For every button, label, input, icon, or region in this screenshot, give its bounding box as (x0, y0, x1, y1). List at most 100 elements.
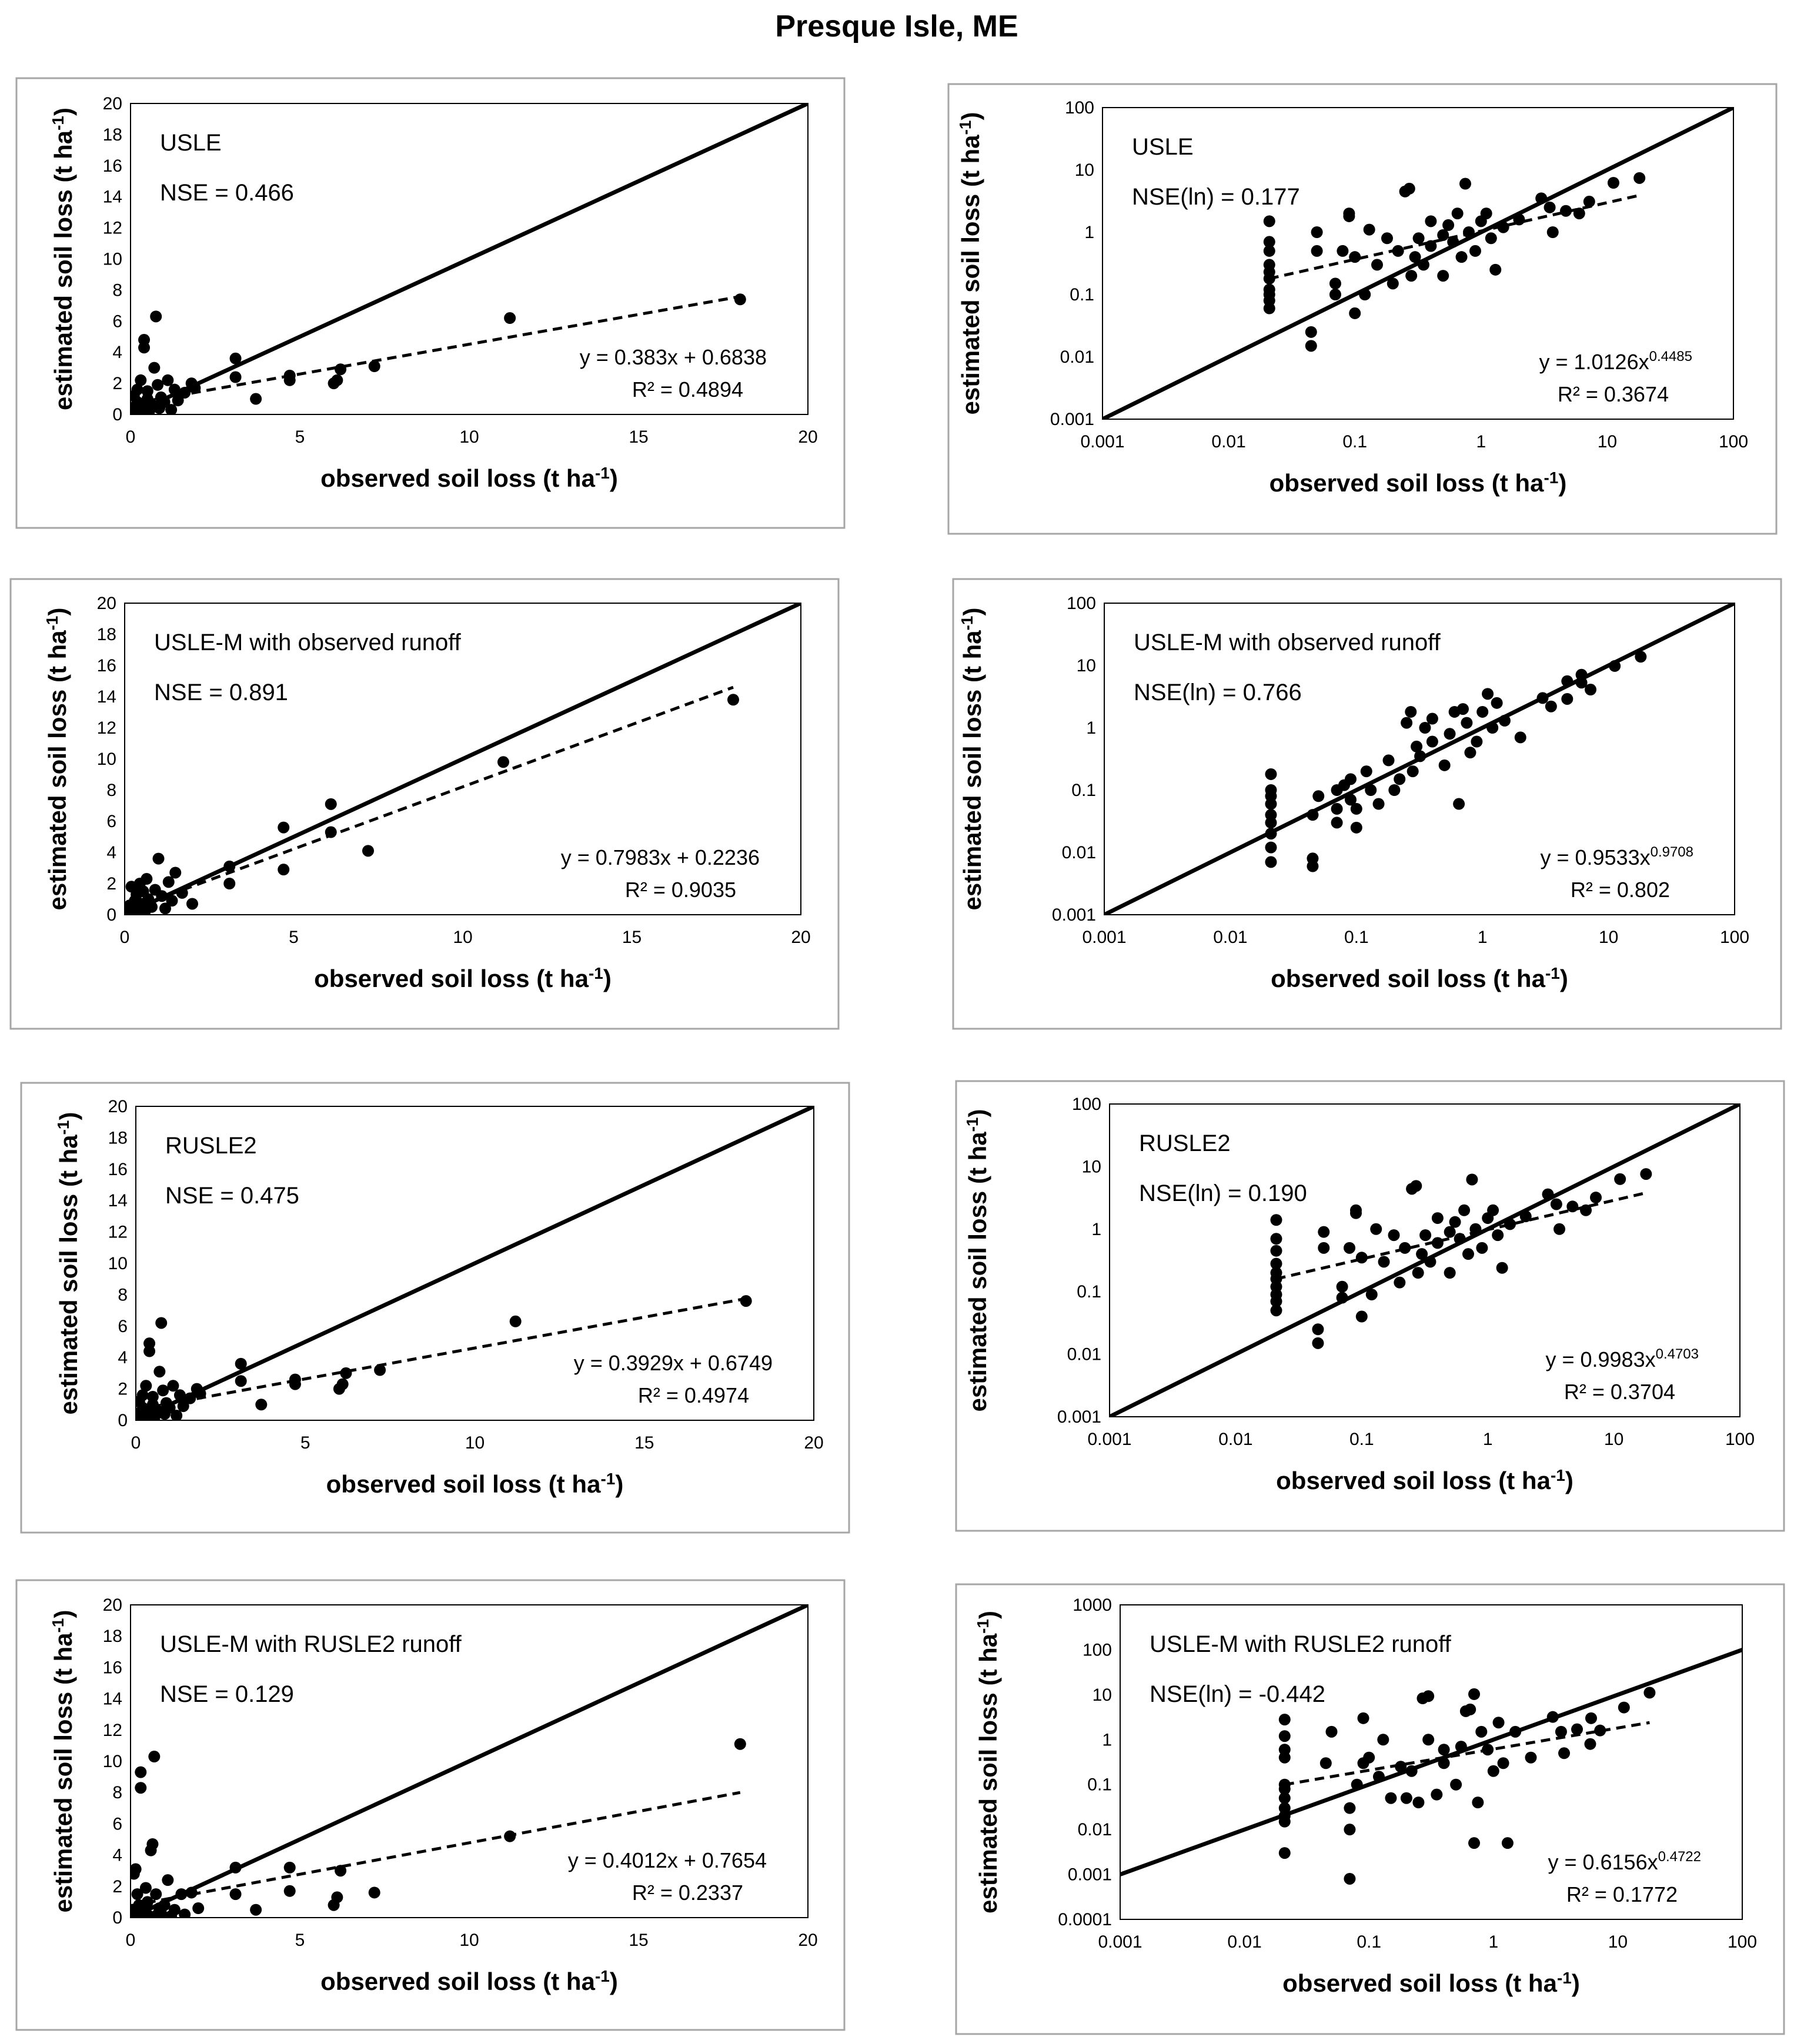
y-axis-title: estimated soil loss (t ha-1) (43, 607, 71, 910)
x-tick-label: 20 (804, 1433, 823, 1453)
data-point (1485, 232, 1497, 245)
data-point (1482, 688, 1494, 700)
data-point (1336, 1292, 1348, 1304)
equation-label: y = 0.383x + 0.6838 (580, 345, 767, 369)
plot-area (1109, 1103, 1740, 1417)
data-point (1412, 1797, 1425, 1809)
data-point (1278, 1744, 1291, 1756)
data-point (504, 1830, 516, 1842)
data-point (1318, 1242, 1330, 1254)
data-point (1480, 208, 1492, 220)
data-point (1643, 1687, 1656, 1699)
data-point (325, 826, 337, 838)
data-point (1425, 215, 1437, 228)
data-point (1372, 798, 1385, 810)
data-point (1426, 712, 1438, 725)
data-point (1555, 1725, 1567, 1738)
y-tick-label: 6 (118, 1317, 128, 1336)
data-point (140, 1380, 152, 1392)
plot-area (124, 603, 801, 915)
data-point (1331, 802, 1343, 815)
trendline (131, 1791, 741, 1907)
y-tick-label: 4 (112, 1846, 122, 1865)
data-point (1571, 1723, 1583, 1735)
equation-label: y = 1.0126x0.4485 (1539, 349, 1692, 374)
x-tick-label: 0.01 (1227, 1932, 1261, 1952)
trendline (1284, 1721, 1650, 1787)
data-point (1349, 1204, 1362, 1216)
y-tick-label: 10 (103, 1752, 122, 1771)
y-tick-label: 1000 (1073, 1595, 1112, 1615)
x-axis-title: observed soil loss (t ha-1) (1282, 1969, 1580, 1997)
data-point (171, 1409, 183, 1420)
y-tick-label: 6 (112, 1814, 122, 1834)
y-tick-label: 20 (108, 1097, 128, 1116)
data-point (1491, 697, 1503, 709)
data-point (1497, 221, 1509, 233)
data-point (1311, 226, 1323, 238)
data-point (148, 362, 161, 374)
data-point (1405, 1765, 1418, 1777)
y-tick-label: 20 (103, 94, 122, 113)
data-point (235, 1357, 247, 1370)
y-tick-label: 4 (118, 1348, 128, 1367)
x-tick-label: 15 (622, 928, 642, 947)
model-label: RUSLE2 (165, 1133, 257, 1159)
data-point (1444, 1267, 1456, 1279)
data-point (1513, 213, 1525, 226)
data-point (152, 379, 164, 391)
y-tick-label: 16 (97, 656, 116, 675)
x-tick-label: 1 (1478, 928, 1488, 947)
data-point (1455, 251, 1468, 263)
x-tick-label: 10 (453, 928, 472, 947)
data-point (229, 371, 242, 383)
data-point (1263, 259, 1275, 271)
one-to-one-line (1120, 1648, 1742, 1876)
panel-border (955, 1080, 1785, 1532)
plot-content (1120, 1648, 1742, 1885)
data-point (153, 1366, 166, 1378)
data-point (1456, 703, 1469, 715)
x-tick-label: 100 (1728, 1932, 1757, 1952)
data-point (1585, 684, 1597, 696)
data-point (1270, 1257, 1282, 1270)
data-point (1417, 259, 1429, 271)
equation-label: y = 0.3929x + 0.6749 (574, 1351, 773, 1375)
data-point (1400, 1792, 1412, 1804)
y-tick-label: 4 (106, 843, 116, 862)
data-point (1412, 1267, 1424, 1279)
data-point (1573, 208, 1585, 220)
data-point (1437, 229, 1449, 241)
data-point (229, 352, 242, 364)
data-point (1550, 1198, 1562, 1210)
y-tick-label: 20 (103, 1595, 122, 1615)
y-tick-label: 0.001 (1068, 1865, 1112, 1885)
y-tick-label: 0 (112, 1908, 122, 1928)
data-point (497, 756, 509, 768)
data-point (229, 1888, 242, 1901)
x-tick-label: 100 (1719, 432, 1748, 451)
x-tick-label: 15 (634, 1433, 654, 1453)
data-point (1305, 340, 1317, 352)
data-point (1635, 651, 1647, 663)
data-point (1403, 182, 1415, 195)
data-point (1319, 1757, 1332, 1769)
x-tick-label: 10 (465, 1433, 485, 1453)
data-point (146, 1838, 159, 1850)
data-point (150, 310, 162, 323)
data-point (1337, 245, 1349, 257)
data-point (168, 1904, 181, 1916)
y-tick-label: 4 (112, 343, 122, 362)
data-point (1381, 232, 1393, 245)
chart-panel-3: 0 5 10 15 20 0 2 4 6 8 10 12 14 16 18 20 observed soil l… (9, 578, 840, 1030)
data-point (1265, 856, 1277, 868)
data-point (157, 1384, 169, 1397)
x-tick-label: 0.01 (1218, 1430, 1252, 1449)
data-point (1486, 722, 1499, 734)
x-tick-label: 0 (126, 427, 136, 447)
y-tick-label: 0.1 (1077, 1282, 1101, 1302)
data-point (1416, 1248, 1428, 1260)
x-tick-label: 10 (459, 1931, 479, 1950)
data-point (135, 1782, 147, 1794)
